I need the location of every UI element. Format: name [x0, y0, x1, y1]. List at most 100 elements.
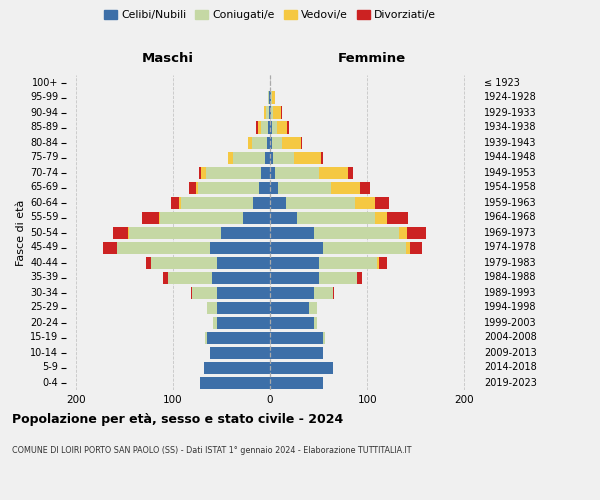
Bar: [266, 106, 269, 118]
Bar: [379, 256, 386, 268]
Bar: [207, 302, 217, 314]
Bar: [270, 196, 286, 208]
Bar: [287, 122, 289, 134]
Bar: [361, 182, 370, 194]
Bar: [270, 212, 297, 224]
Bar: [129, 226, 221, 238]
Bar: [142, 212, 159, 224]
Bar: [314, 316, 317, 328]
Bar: [270, 376, 323, 388]
Bar: [273, 152, 294, 164]
Bar: [168, 272, 212, 283]
Bar: [268, 122, 270, 134]
Bar: [259, 122, 261, 134]
Bar: [198, 182, 259, 194]
Bar: [210, 242, 270, 254]
Bar: [301, 136, 302, 148]
Bar: [331, 182, 361, 194]
Y-axis label: Fasce di età: Fasce di età: [16, 200, 26, 266]
Bar: [270, 182, 278, 194]
Text: COMUNE DI LOIRI PORTO SAN PAOLO (SS) - Dati ISTAT 1° gennaio 2024 - Elaborazione: COMUNE DI LOIRI PORTO SAN PAOLO (SS) - D…: [12, 446, 412, 455]
Bar: [355, 196, 375, 208]
Bar: [348, 166, 353, 178]
Bar: [333, 286, 334, 298]
Bar: [160, 212, 243, 224]
Bar: [217, 316, 270, 328]
Bar: [190, 182, 196, 194]
Bar: [270, 152, 273, 164]
Bar: [272, 122, 277, 134]
Bar: [192, 286, 217, 298]
Legend: Celibi/Nubili, Coniugati/e, Vedovi/e, Divorziati/e: Celibi/Nubili, Coniugati/e, Vedovi/e, Di…: [100, 6, 440, 25]
Bar: [309, 302, 317, 314]
Bar: [375, 212, 386, 224]
Bar: [278, 182, 331, 194]
Bar: [272, 92, 275, 104]
Bar: [259, 182, 270, 194]
Bar: [270, 136, 272, 148]
Bar: [270, 346, 323, 358]
Bar: [270, 122, 272, 134]
Bar: [358, 272, 362, 283]
Bar: [243, 212, 270, 224]
Bar: [270, 272, 319, 283]
Bar: [253, 196, 270, 208]
Bar: [297, 212, 375, 224]
Bar: [206, 166, 261, 178]
Bar: [200, 376, 270, 388]
Bar: [272, 136, 281, 148]
Bar: [128, 226, 129, 238]
Bar: [270, 332, 323, 344]
Bar: [377, 256, 379, 268]
Bar: [270, 166, 275, 178]
Bar: [322, 152, 323, 164]
Bar: [273, 106, 281, 118]
Bar: [221, 226, 270, 238]
Bar: [116, 242, 118, 254]
Bar: [191, 286, 192, 298]
Bar: [212, 272, 270, 283]
Bar: [271, 92, 272, 104]
Text: Popolazione per età, sesso e stato civile - 2024: Popolazione per età, sesso e stato civil…: [12, 412, 343, 426]
Bar: [256, 122, 259, 134]
Bar: [171, 196, 179, 208]
Bar: [113, 226, 128, 238]
Bar: [270, 242, 323, 254]
Bar: [270, 302, 309, 314]
Bar: [294, 152, 322, 164]
Bar: [319, 256, 377, 268]
Bar: [270, 316, 314, 328]
Bar: [204, 362, 270, 374]
Bar: [151, 256, 217, 268]
Bar: [196, 182, 198, 194]
Bar: [319, 166, 348, 178]
Bar: [118, 242, 210, 254]
Bar: [314, 286, 333, 298]
Bar: [181, 196, 253, 208]
Bar: [281, 136, 301, 148]
Bar: [159, 212, 160, 224]
Bar: [269, 106, 270, 118]
Bar: [375, 196, 389, 208]
Bar: [270, 92, 271, 104]
Bar: [261, 122, 268, 134]
Bar: [386, 212, 408, 224]
Bar: [406, 242, 410, 254]
Bar: [248, 136, 251, 148]
Bar: [261, 166, 270, 178]
Bar: [407, 226, 427, 238]
Bar: [201, 166, 206, 178]
Bar: [103, 242, 116, 254]
Bar: [199, 166, 201, 178]
Bar: [410, 242, 422, 254]
Bar: [163, 272, 168, 283]
Bar: [210, 346, 270, 358]
Bar: [314, 226, 399, 238]
Bar: [270, 226, 314, 238]
Bar: [269, 92, 270, 104]
Bar: [217, 256, 270, 268]
Text: Femmine: Femmine: [338, 52, 406, 64]
Bar: [399, 226, 407, 238]
Bar: [146, 256, 151, 268]
Bar: [233, 152, 265, 164]
